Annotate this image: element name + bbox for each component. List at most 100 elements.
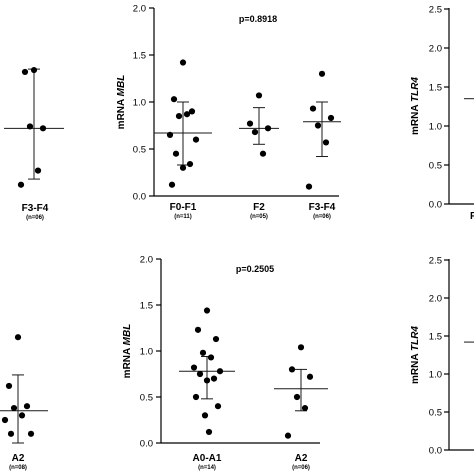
data-point bbox=[322, 139, 330, 146]
category-n-label: (n=06) bbox=[313, 214, 331, 220]
data-point bbox=[216, 368, 224, 375]
y-tick-label: 0.5 bbox=[429, 408, 442, 419]
data-point bbox=[199, 349, 207, 356]
y-tick-label: 1.0 bbox=[140, 347, 153, 358]
y-axis-label: mRNA TLR4 bbox=[410, 77, 421, 135]
panel-bottom-right: 0.0 0.5 1.0 1.5 2.0 2.5 mRNA TLR4 bbox=[410, 256, 474, 457]
y-tick-label: 0.5 bbox=[140, 393, 153, 404]
data-point bbox=[305, 183, 313, 190]
chart-marks bbox=[0, 59, 474, 444]
y-tick-label: 0.0 bbox=[429, 446, 442, 457]
data-point bbox=[17, 181, 25, 188]
category-label: A2 bbox=[295, 453, 308, 464]
data-point bbox=[26, 123, 34, 130]
y-axis-label-prefix: mRNA bbox=[116, 99, 127, 129]
data-point bbox=[203, 307, 211, 314]
y-axis-label-gene: MBL bbox=[122, 324, 133, 346]
data-point bbox=[188, 108, 196, 115]
data-point bbox=[309, 105, 317, 112]
y-tick-label: 0.0 bbox=[133, 192, 146, 203]
data-point bbox=[175, 113, 183, 120]
p-value-label: p=0.8918 bbox=[239, 14, 277, 24]
y-tick-label: 0.0 bbox=[429, 200, 442, 211]
category-n-label: (n=05) bbox=[250, 214, 268, 220]
data-point bbox=[18, 412, 26, 419]
y-tick-label: 2.0 bbox=[429, 44, 442, 55]
y-tick-label: 1.0 bbox=[133, 98, 146, 109]
panel-top-left-marks bbox=[4, 66, 64, 188]
y-axis-label-prefix: mRNA bbox=[410, 105, 421, 135]
panel-bottom-middle-marks bbox=[179, 307, 328, 439]
y-tick-label: 2.0 bbox=[140, 255, 153, 266]
data-point bbox=[27, 430, 35, 437]
y-axis-label-prefix: mRNA bbox=[410, 354, 421, 384]
y-axis-label: mRNA TLR4 bbox=[410, 326, 421, 384]
data-point bbox=[21, 68, 29, 76]
y-tick-label: 2.0 bbox=[133, 4, 146, 15]
data-point bbox=[5, 382, 13, 390]
data-point bbox=[179, 164, 187, 171]
category-label: F3-F4 bbox=[309, 202, 336, 213]
panel-top-middle-marks bbox=[154, 59, 341, 190]
y-tick-label: 0.0 bbox=[140, 439, 153, 450]
data-point bbox=[192, 393, 200, 401]
y-axis-label: mRNA MBL bbox=[122, 324, 133, 379]
y-tick-label: 1.5 bbox=[429, 83, 442, 94]
data-point bbox=[214, 403, 222, 410]
data-point bbox=[314, 122, 322, 129]
data-point bbox=[255, 92, 263, 99]
data-point bbox=[293, 393, 301, 401]
y-ticks: 0.0 0.5 1.0 1.5 2.0 bbox=[133, 4, 154, 203]
data-point bbox=[23, 403, 31, 410]
data-point bbox=[259, 150, 267, 157]
panel-top-left: F3-F4 (n=06) bbox=[22, 203, 49, 221]
category-n-label: (n=06) bbox=[292, 465, 310, 471]
category-label: F0-F1 bbox=[170, 202, 197, 213]
panel-top-right: 0.0 0.5 1.0 1.5 2.0 2.5 mRNA TLR4 F bbox=[410, 5, 474, 222]
data-point bbox=[172, 150, 180, 157]
y-ticks: 0.0 0.5 1.0 1.5 2.0 bbox=[140, 255, 161, 450]
data-point bbox=[39, 125, 47, 132]
data-point bbox=[179, 59, 187, 66]
category-n-label: (n=11) bbox=[174, 214, 192, 220]
y-tick-label: 0.5 bbox=[429, 161, 442, 172]
p-value-label: p=0.2505 bbox=[236, 264, 274, 274]
data-point bbox=[288, 366, 296, 373]
y-axis-label-gene: MBL bbox=[116, 75, 127, 97]
data-point bbox=[192, 136, 200, 143]
y-tick-label: 2.0 bbox=[429, 294, 442, 305]
data-point bbox=[205, 428, 213, 436]
data-point bbox=[166, 131, 174, 138]
data-point bbox=[297, 344, 305, 351]
data-point bbox=[246, 120, 254, 127]
data-point bbox=[34, 167, 42, 174]
y-tick-label: 1.0 bbox=[429, 370, 442, 381]
data-point bbox=[212, 335, 220, 343]
y-tick-label: 1.5 bbox=[429, 332, 442, 343]
category-label: A2 bbox=[12, 453, 25, 464]
category-n-label: (n=06) bbox=[26, 215, 44, 221]
y-tick-label: 0.5 bbox=[133, 145, 146, 156]
y-axis-label-gene: TLR4 bbox=[410, 326, 421, 351]
y-ticks: 0.0 0.5 1.0 1.5 2.0 2.5 bbox=[429, 5, 449, 211]
data-point bbox=[10, 404, 18, 412]
data-point bbox=[1, 416, 9, 424]
data-point bbox=[170, 96, 178, 103]
data-point bbox=[210, 375, 218, 382]
y-tick-label: 1.0 bbox=[429, 122, 442, 133]
panel-bottom-middle: 0.0 0.5 1.0 1.5 2.0 mRNA MBL p=0.2505 A0… bbox=[122, 255, 320, 471]
category-label: F2 bbox=[253, 202, 265, 213]
data-point bbox=[207, 354, 215, 361]
data-point bbox=[301, 404, 309, 412]
data-point bbox=[306, 373, 314, 380]
data-point bbox=[203, 377, 211, 384]
y-tick-label: 1.5 bbox=[133, 51, 146, 62]
data-point bbox=[190, 364, 198, 371]
data-point bbox=[183, 111, 191, 118]
y-axis-label-gene: TLR4 bbox=[410, 77, 421, 102]
panel-bottom-left-marks bbox=[0, 334, 48, 444]
data-point bbox=[168, 181, 176, 188]
data-point bbox=[318, 70, 326, 77]
y-ticks: 0.0 0.5 1.0 1.5 2.0 2.5 bbox=[429, 256, 449, 457]
